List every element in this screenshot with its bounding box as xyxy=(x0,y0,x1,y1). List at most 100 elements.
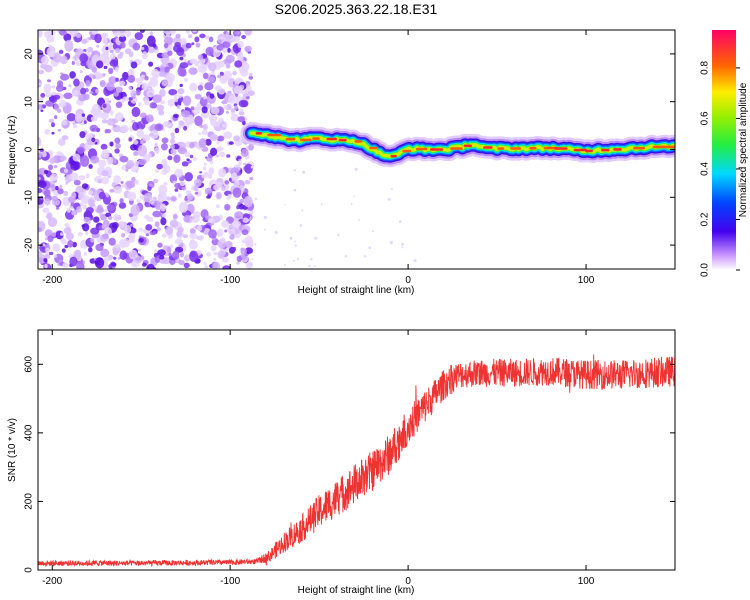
noise-blob xyxy=(230,108,236,113)
noise-dot xyxy=(293,188,297,192)
noise-blob xyxy=(236,155,242,160)
noise-blob xyxy=(49,158,56,164)
noise-blob xyxy=(215,154,219,158)
noise-blob xyxy=(204,187,214,194)
noise-blob xyxy=(174,127,180,134)
noise-blob xyxy=(161,233,167,238)
noise-blob xyxy=(238,161,242,166)
noise-blob xyxy=(175,33,181,39)
noise-blob xyxy=(118,221,125,228)
noise-blob xyxy=(234,228,240,235)
noise-blob xyxy=(170,196,177,202)
noise-blob xyxy=(183,125,188,131)
noise-blob xyxy=(149,102,157,109)
noise-blob xyxy=(38,250,43,255)
noise-blob xyxy=(209,134,219,141)
noise-blob xyxy=(65,232,74,241)
noise-blob xyxy=(88,247,93,253)
noise-blob xyxy=(230,113,240,122)
noise-blob xyxy=(222,265,231,269)
noise-blob xyxy=(208,174,213,179)
noise-blob xyxy=(226,197,230,200)
noise-blob xyxy=(55,186,59,191)
noise-blob xyxy=(194,115,203,127)
noise-dot xyxy=(353,195,356,198)
noise-blob xyxy=(55,206,60,210)
noise-blob xyxy=(163,164,171,174)
noise-blob xyxy=(83,120,87,124)
noise-blob xyxy=(159,89,166,97)
noise-blob xyxy=(109,189,115,193)
noise-blob xyxy=(224,229,228,233)
noise-blob xyxy=(59,55,68,65)
noise-blob xyxy=(164,66,170,73)
noise-blob xyxy=(91,66,98,73)
noise-blob xyxy=(81,113,86,117)
snr-xlabel: Height of straight line (km) xyxy=(298,585,415,596)
noise-dot xyxy=(350,203,353,206)
noise-blob xyxy=(106,193,110,198)
snr-ylabel: SNR (10 * v/v) xyxy=(7,418,18,482)
noise-blob xyxy=(172,250,180,260)
noise-blob xyxy=(202,166,207,171)
noise-blob xyxy=(234,105,238,110)
noise-blob xyxy=(42,207,50,213)
noise-blob xyxy=(209,160,214,165)
noise-blob xyxy=(118,35,127,43)
noise-blob xyxy=(197,84,204,91)
noise-blob xyxy=(119,250,128,260)
noise-blob xyxy=(38,227,43,233)
noise-blob xyxy=(112,214,121,222)
noise-blob xyxy=(231,220,242,229)
noise-blob xyxy=(58,138,66,146)
noise-blob xyxy=(112,249,119,256)
noise-blob xyxy=(44,128,50,135)
noise-blob xyxy=(129,223,134,227)
noise-blob xyxy=(61,135,69,141)
noise-blob xyxy=(225,103,232,111)
noise-blob xyxy=(128,232,136,239)
noise-blob xyxy=(215,191,222,200)
noise-dot xyxy=(274,231,278,234)
noise-blob xyxy=(77,232,83,237)
noise-blob xyxy=(115,143,122,149)
noise-blob xyxy=(88,31,93,35)
noise-blob xyxy=(216,140,220,145)
noise-blob xyxy=(79,70,83,74)
noise-blob xyxy=(56,151,63,157)
noise-blob xyxy=(236,261,240,265)
noise-blob xyxy=(209,93,215,99)
noise-blob xyxy=(140,140,144,145)
noise-blob xyxy=(162,257,172,265)
noise-blob xyxy=(160,100,166,104)
noise-blob xyxy=(100,143,108,150)
noise-blob xyxy=(179,56,184,61)
noise-blob xyxy=(95,243,104,252)
noise-blob xyxy=(38,152,43,158)
noise-blob xyxy=(182,234,189,239)
noise-blob xyxy=(85,231,89,236)
noise-blob xyxy=(151,69,160,78)
noise-dot xyxy=(372,230,374,233)
noise-blob xyxy=(132,122,139,131)
noise-blob xyxy=(48,251,54,256)
noise-blob xyxy=(48,44,52,48)
noise-blob xyxy=(173,97,179,103)
noise-blob xyxy=(192,30,197,33)
noise-blob xyxy=(217,88,226,95)
noise-blob xyxy=(90,116,98,122)
noise-blob xyxy=(97,178,103,184)
noise-blob xyxy=(108,206,114,212)
noise-blob xyxy=(73,179,81,186)
noise-blob xyxy=(167,98,175,107)
noise-blob xyxy=(55,84,64,92)
noise-blob xyxy=(154,169,159,173)
noise-blob xyxy=(185,42,192,49)
noise-blob xyxy=(161,137,169,144)
snr-x-tick-label: -200 xyxy=(42,576,62,587)
noise-blob xyxy=(144,76,149,81)
noise-blob xyxy=(225,111,229,114)
colorbar-ticks: 0.0 0.2 0.4 0.6 0.8 xyxy=(700,61,740,277)
noise-blob xyxy=(177,94,182,99)
noise-blob xyxy=(76,262,85,269)
